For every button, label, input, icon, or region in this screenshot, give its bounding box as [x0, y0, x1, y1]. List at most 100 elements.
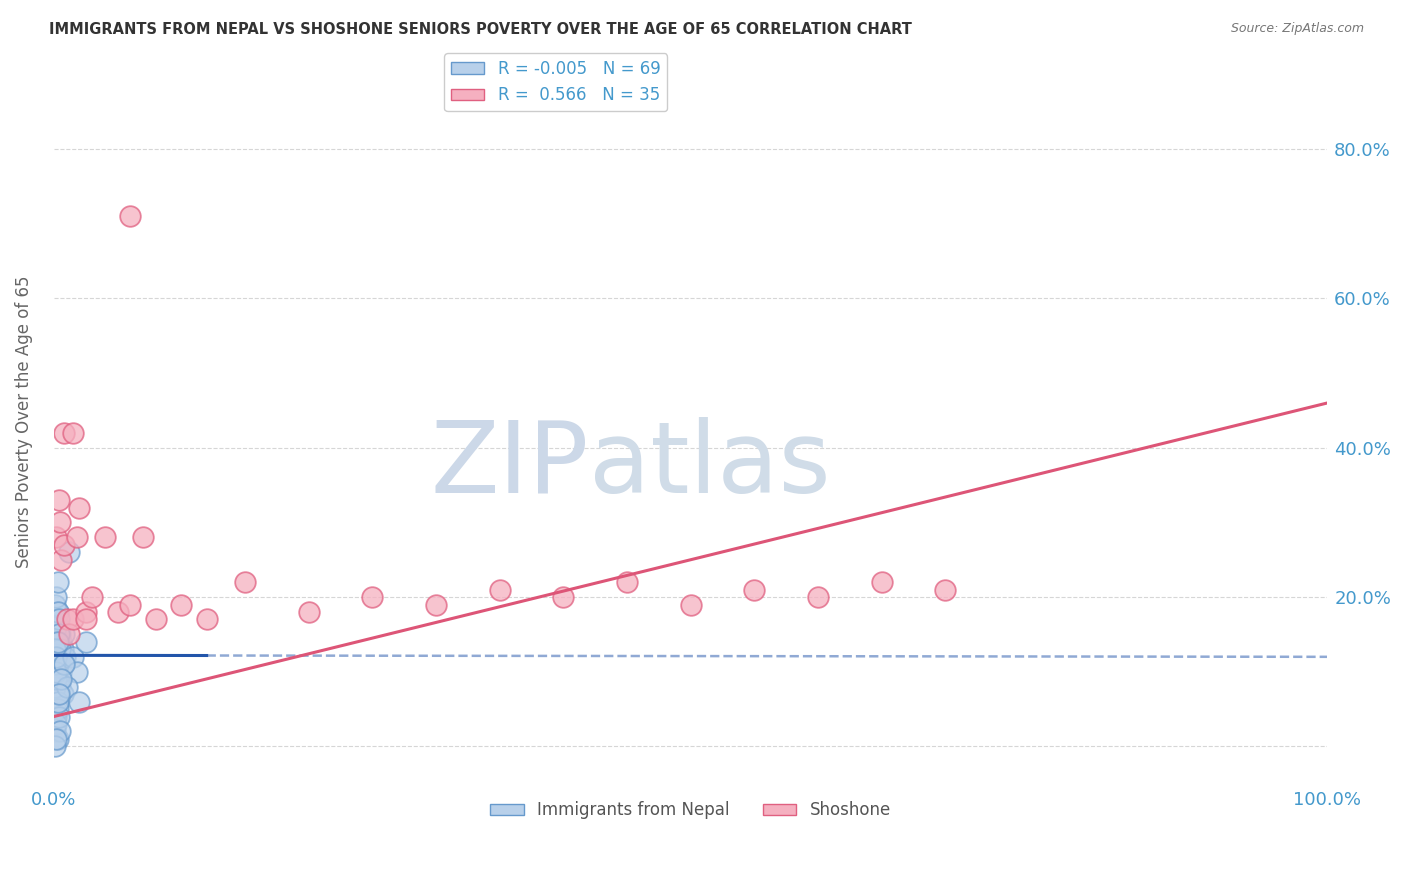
- Point: [195, 613, 218, 627]
- Point: [45, 590, 67, 604]
- Point: [53, 657, 76, 672]
- Point: [46, 702, 69, 716]
- Point: [46, 605, 69, 619]
- Point: [46, 605, 69, 619]
- Point: [80, 590, 103, 604]
- Point: [44, 598, 66, 612]
- Point: [45, 642, 67, 657]
- Point: [45, 620, 67, 634]
- Point: [49, 649, 72, 664]
- Point: [297, 605, 319, 619]
- Point: [48, 657, 70, 672]
- Point: [46, 680, 69, 694]
- Point: [45, 717, 67, 731]
- Point: [53, 538, 76, 552]
- Point: [361, 590, 384, 604]
- Point: [75, 605, 97, 619]
- Point: [120, 210, 142, 224]
- Point: [46, 687, 69, 701]
- Point: [46, 695, 69, 709]
- Point: [488, 582, 510, 597]
- Point: [55, 680, 77, 694]
- Point: [49, 627, 72, 641]
- Text: Source: ZipAtlas.com: Source: ZipAtlas.com: [1230, 22, 1364, 36]
- Point: [49, 724, 72, 739]
- Point: [44, 739, 66, 754]
- Point: [48, 620, 70, 634]
- Point: [107, 605, 129, 619]
- Point: [75, 635, 97, 649]
- Point: [44, 680, 66, 694]
- Point: [46, 575, 69, 590]
- Point: [58, 545, 80, 559]
- Point: [45, 665, 67, 679]
- Point: [45, 672, 67, 686]
- Point: [44, 649, 66, 664]
- Point: [53, 425, 76, 440]
- Point: [48, 642, 70, 657]
- Text: IMMIGRANTS FROM NEPAL VS SHOSHONE SENIORS POVERTY OVER THE AGE OF 65 CORRELATION: IMMIGRANTS FROM NEPAL VS SHOSHONE SENIOR…: [49, 22, 912, 37]
- Point: [58, 627, 80, 641]
- Point: [233, 575, 256, 590]
- Point: [66, 665, 89, 679]
- Point: [870, 575, 893, 590]
- Y-axis label: Seniors Poverty Over the Age of 65: Seniors Poverty Over the Age of 65: [15, 276, 32, 568]
- Text: ZIP: ZIP: [430, 417, 589, 514]
- Point: [44, 702, 66, 716]
- Point: [48, 672, 70, 686]
- Point: [48, 627, 70, 641]
- Point: [53, 627, 76, 641]
- Point: [45, 649, 67, 664]
- Point: [120, 598, 142, 612]
- Point: [44, 635, 66, 649]
- Point: [44, 613, 66, 627]
- Point: [53, 649, 76, 664]
- Point: [48, 687, 70, 701]
- Point: [45, 530, 67, 544]
- Legend: Immigrants from Nepal, Shoshone: Immigrants from Nepal, Shoshone: [484, 795, 897, 826]
- Point: [45, 731, 67, 746]
- Point: [67, 695, 90, 709]
- Point: [51, 672, 73, 686]
- Point: [45, 635, 67, 649]
- Point: [75, 613, 97, 627]
- Point: [145, 613, 167, 627]
- Point: [49, 516, 72, 530]
- Point: [51, 553, 73, 567]
- Point: [45, 620, 67, 634]
- Point: [62, 613, 84, 627]
- Point: [679, 598, 702, 612]
- Point: [52, 642, 75, 657]
- Point: [934, 582, 956, 597]
- Point: [425, 598, 447, 612]
- Point: [44, 657, 66, 672]
- Point: [49, 642, 72, 657]
- Point: [62, 425, 84, 440]
- Point: [132, 530, 155, 544]
- Point: [45, 627, 67, 641]
- Point: [66, 530, 89, 544]
- Point: [48, 613, 70, 627]
- Point: [53, 657, 76, 672]
- Point: [46, 731, 69, 746]
- Point: [48, 709, 70, 723]
- Point: [44, 642, 66, 657]
- Point: [807, 590, 830, 604]
- Point: [45, 657, 67, 672]
- Point: [46, 665, 69, 679]
- Point: [48, 493, 70, 508]
- Point: [55, 613, 77, 627]
- Point: [67, 500, 90, 515]
- Point: [46, 635, 69, 649]
- Point: [45, 695, 67, 709]
- Point: [44, 665, 66, 679]
- Point: [45, 687, 67, 701]
- Point: [553, 590, 575, 604]
- Point: [46, 649, 69, 664]
- Point: [51, 635, 73, 649]
- Point: [616, 575, 638, 590]
- Point: [742, 582, 765, 597]
- Point: [62, 649, 84, 664]
- Text: atlas: atlas: [589, 417, 831, 514]
- Point: [44, 680, 66, 694]
